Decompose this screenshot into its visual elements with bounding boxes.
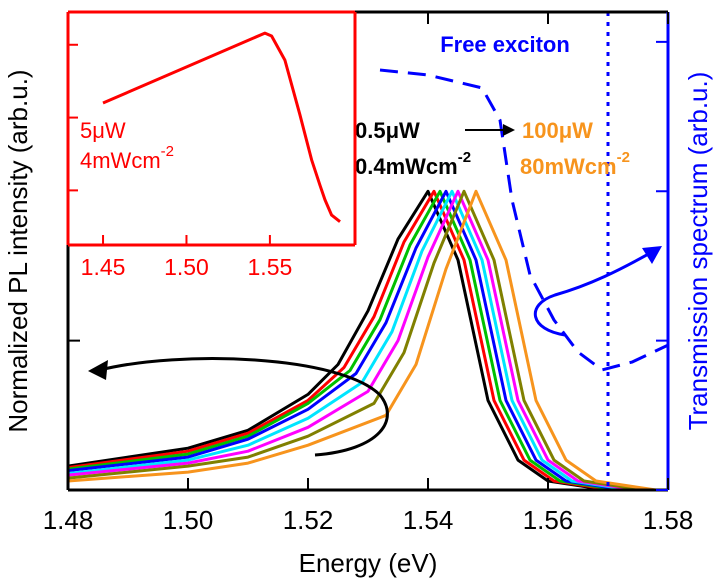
annotation-superscript: -2 (617, 149, 630, 166)
arrow-head (642, 246, 662, 264)
annotation-text: 100μW (522, 118, 593, 143)
annotation-superscript: -2 (458, 149, 471, 166)
x-tick-label: 1.58 (643, 505, 694, 535)
x-tick-label: 1.48 (43, 505, 94, 535)
annotation-text: 4mWcm (80, 148, 161, 173)
arrow-head (503, 124, 515, 136)
x-tick-label: 1.56 (523, 505, 574, 535)
pl-line (67, 189, 645, 492)
annotation-text: Free exciton (440, 32, 570, 57)
y-axis-label: Normalized PL intensity (arb.u.) (3, 69, 33, 432)
pl-line (67, 189, 633, 492)
curved-arrow (99, 357, 389, 457)
annotation-text: 0.5μW (355, 118, 420, 143)
pl-line (67, 189, 657, 492)
annotation: Free exciton (440, 32, 570, 57)
pl-line (67, 189, 621, 492)
annotation-text: 80mWcm (520, 154, 617, 179)
arrow-head (88, 360, 108, 380)
annotation: 4mWcm-2 (80, 143, 174, 173)
pl-line (67, 189, 639, 492)
x-tick-label: 1.54 (403, 505, 454, 535)
annotation: 100μW (522, 118, 593, 143)
x-axis-label: Energy (eV) (299, 548, 438, 578)
x-tick-label: 1.45 (81, 254, 126, 280)
x-tick-label: 1.50 (163, 505, 214, 535)
pl-line (67, 189, 609, 492)
pl-line (102, 31, 341, 223)
x-tick-label: 1.55 (248, 254, 293, 280)
annotation: 80mWcm-2 (520, 149, 630, 179)
pl-line (67, 189, 615, 492)
annotation: 0.4mWcm-2 (355, 149, 471, 179)
x-tick-label: 1.52 (283, 505, 334, 535)
y2-axis-label: Transmission spectrum (arb.u.) (683, 72, 713, 431)
pl-line (67, 189, 627, 492)
annotation: 0.5μW (355, 118, 420, 143)
transmission-line (379, 68, 669, 372)
annotation-text: 5μW (80, 118, 126, 143)
annotation: 5μW (80, 118, 126, 143)
inset-background (68, 12, 355, 245)
annotation-superscript: -2 (161, 143, 174, 160)
curved-arrow (533, 250, 653, 337)
annotation-text: 0.4mWcm (355, 154, 458, 179)
x-tick-label: 1.50 (164, 254, 209, 280)
